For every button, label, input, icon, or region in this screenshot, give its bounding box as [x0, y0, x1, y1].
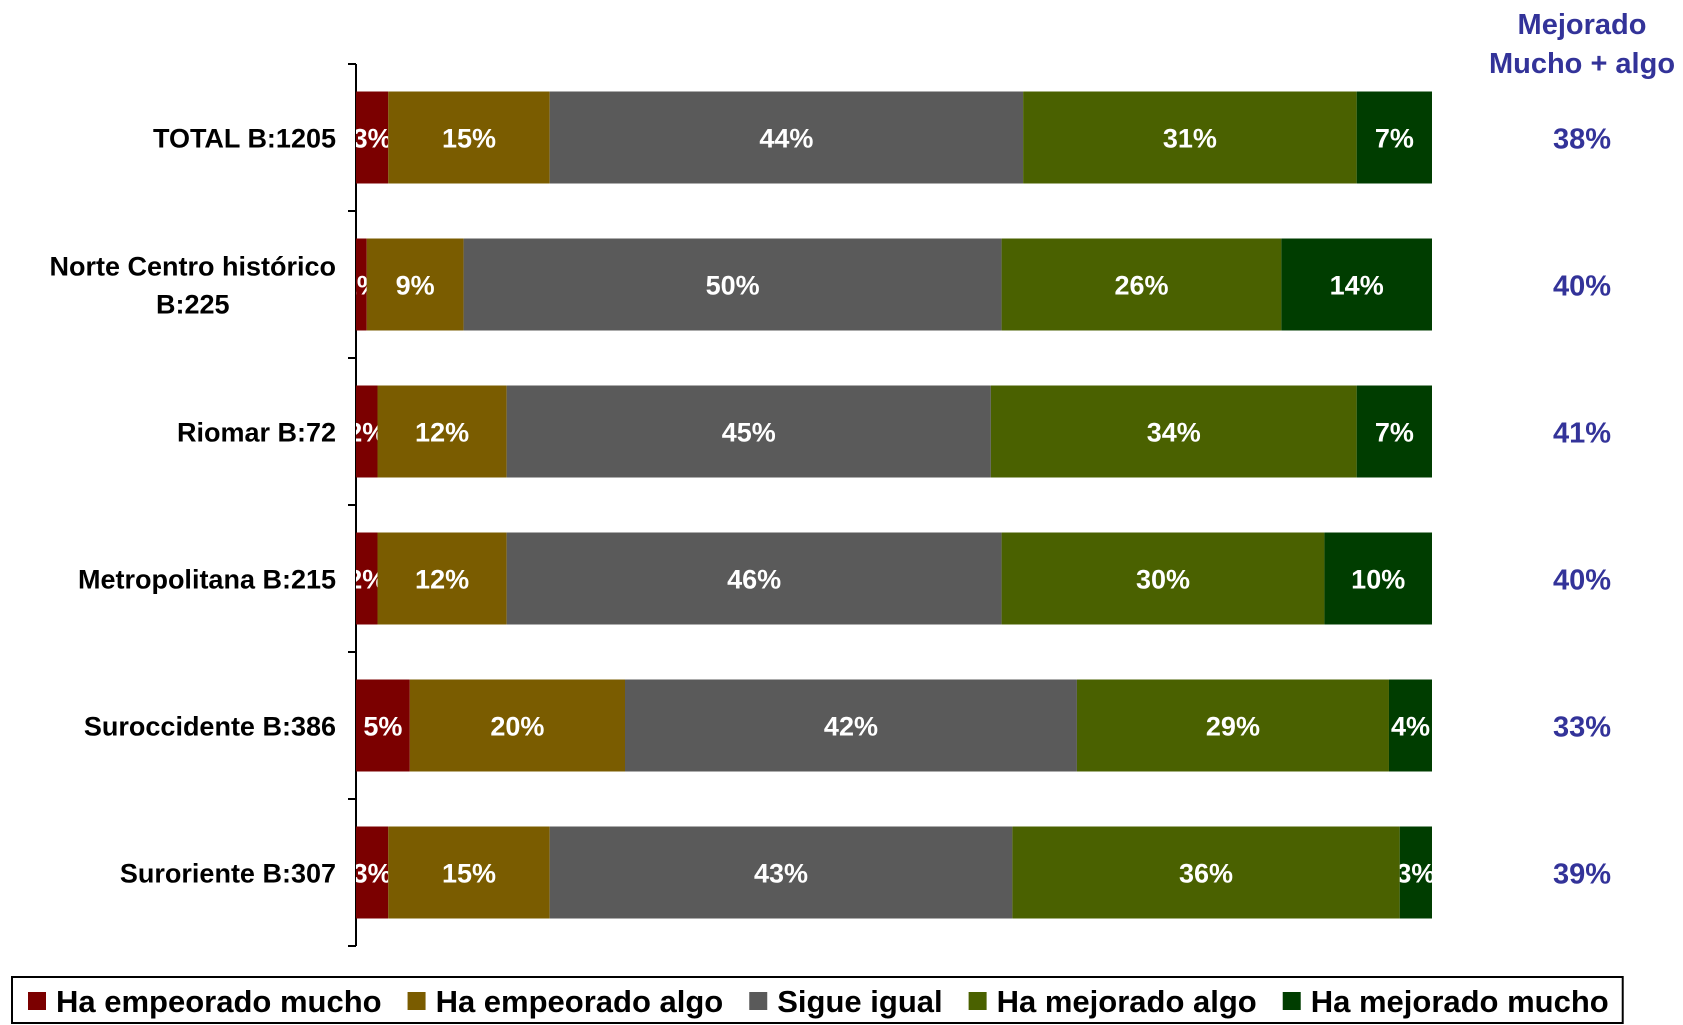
bar-segment	[356, 532, 378, 625]
side-column-value: 38%	[1553, 124, 1611, 156]
segment-value-label: 7%	[1375, 124, 1414, 154]
legend-entry: Ha mejorado mucho	[1311, 984, 1609, 1019]
segment-value-label: 50%	[706, 271, 760, 301]
segment-value-label: 4%	[1391, 712, 1430, 742]
category-label: Metropolitana B:215	[78, 565, 336, 595]
segment-value-label: 44%	[759, 124, 813, 154]
category-labels: TOTAL B:1205 Norte Centro histórico B:225 R…	[49, 124, 336, 889]
category-label: B:225	[156, 290, 230, 320]
bar-segment	[356, 385, 378, 478]
bar-segment	[377, 385, 507, 478]
segment-value-label: 29%	[1206, 712, 1260, 742]
segment-value-label: 43%	[754, 859, 808, 889]
segment-value-label: 30%	[1136, 565, 1190, 595]
segment-value-label: 1%	[342, 271, 381, 301]
legend-entry: Ha mejorado algo	[997, 984, 1257, 1019]
bars-group: 3% 15% 44% 31% 7% 1% 9% 50% 26% 14% 2% 12% 45% 34% 7% 2…	[342, 91, 1435, 919]
segment-value-label: 26%	[1114, 271, 1168, 301]
bar-segment	[1012, 826, 1400, 919]
category-label: TOTAL B:1205	[153, 124, 336, 154]
bar-segment	[377, 532, 507, 625]
bar-segment	[549, 91, 1024, 184]
side-column-value: 40%	[1553, 271, 1611, 303]
legend-swatch	[968, 992, 987, 1010]
legend-swatch	[1282, 992, 1301, 1010]
legend: Ha empeorado mucho Ha empeorado algo Sigue…	[11, 976, 1624, 1024]
side-column-value: 40%	[1553, 565, 1611, 597]
bar-segment	[990, 385, 1357, 478]
category-label: Riomar B:72	[177, 418, 336, 448]
legend-swatch	[749, 992, 768, 1010]
legend-box	[11, 976, 1624, 1024]
bar-segment	[388, 91, 550, 184]
segment-value-label: 14%	[1330, 271, 1384, 301]
segment-value-label: 42%	[824, 712, 878, 742]
bar-segment	[1356, 91, 1432, 184]
bar-segment	[356, 91, 389, 184]
bar-segment	[1356, 385, 1432, 478]
segment-value-label: 15%	[442, 124, 496, 154]
side-column-title: Mejorado Mucho + algo	[1489, 9, 1675, 80]
side-column-values: 38% 40% 41% 40% 33% 39%	[1553, 124, 1611, 891]
legend-swatch	[407, 992, 426, 1010]
bar-segment	[1388, 679, 1432, 772]
bar-segment	[1399, 826, 1432, 919]
category-label: Suroccidente B:386	[84, 712, 336, 742]
bar-segment	[506, 385, 991, 478]
bar-segment	[356, 238, 367, 331]
segment-value-label: 7%	[1375, 418, 1414, 448]
segment-value-label: 12%	[415, 565, 469, 595]
segment-value-label: 12%	[415, 418, 469, 448]
segment-value-label: 2%	[347, 418, 386, 448]
bar-segment	[625, 679, 1077, 772]
segment-value-label: 3%	[353, 859, 392, 889]
segment-value-label: 15%	[442, 859, 496, 889]
segment-value-label: 36%	[1179, 859, 1233, 889]
bar-segment	[356, 826, 389, 919]
segment-value-label: 20%	[490, 712, 544, 742]
side-column-value: 39%	[1553, 859, 1611, 891]
segment-value-label: 10%	[1351, 565, 1405, 595]
segment-value-label: 34%	[1147, 418, 1201, 448]
side-column-title-line: Mucho + algo	[1489, 48, 1675, 80]
bar-segment	[1281, 238, 1432, 331]
bar-segment	[1001, 238, 1282, 331]
bar-segment	[366, 238, 464, 331]
segment-value-label: 46%	[727, 565, 781, 595]
bar-segment	[1324, 532, 1432, 625]
category-label: Norte Centro histórico	[49, 252, 336, 282]
category-axis	[348, 63, 357, 947]
bar-segment	[1023, 91, 1357, 184]
side-column-value: 41%	[1553, 418, 1611, 450]
segment-value-label: 45%	[722, 418, 776, 448]
category-label: Suroriente B:307	[120, 859, 336, 889]
legend-entry: Ha empeorado mucho	[56, 984, 382, 1019]
segment-value-label: 9%	[396, 271, 435, 301]
bar-segment	[506, 532, 1002, 625]
side-column-title-line: Mejorado	[1518, 9, 1647, 41]
bar-segment	[549, 826, 1013, 919]
bar-segment	[388, 826, 550, 919]
bar-segment	[463, 238, 1002, 331]
segment-value-label: 3%	[1396, 859, 1435, 889]
side-column-value: 33%	[1553, 712, 1611, 744]
segment-value-label: 5%	[363, 712, 402, 742]
legend-swatch	[28, 992, 46, 1010]
legend-entry: Sigue igual	[777, 984, 942, 1019]
segment-value-label: 2%	[347, 565, 386, 595]
bar-segment	[1076, 679, 1389, 772]
bar-segment	[409, 679, 625, 772]
legend-entry: Ha empeorado algo	[436, 984, 724, 1019]
bar-segment	[356, 679, 410, 772]
bar-segment	[1001, 532, 1325, 625]
segment-value-label: 31%	[1163, 124, 1217, 154]
segment-value-label: 3%	[353, 124, 392, 154]
